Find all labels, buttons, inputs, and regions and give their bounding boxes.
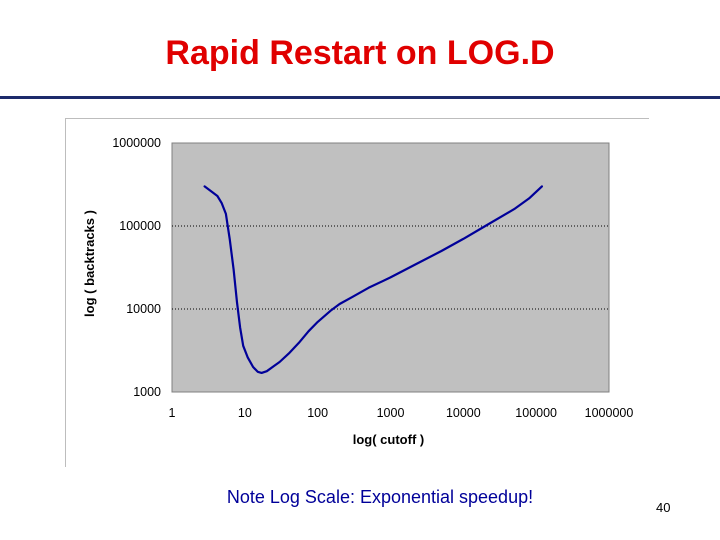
series-line <box>203 185 543 374</box>
chart-frame: 1000000 100000 10000 1000 1 10 100 1000 10000 10… <box>65 118 649 467</box>
title-rule <box>0 96 720 99</box>
note-text: Note Log Scale: Exponential speedup! <box>226 487 534 507</box>
y-tick-label: 100000 <box>119 219 161 233</box>
y-tick-label: 1000 <box>133 385 161 399</box>
page-number: 40 <box>656 500 671 515</box>
grid-lines <box>172 225 609 310</box>
plot-area <box>171 142 610 393</box>
y-axis-title: log ( backtracks ) <box>82 210 97 317</box>
x-tick-label: 100000 <box>515 406 557 420</box>
x-tick-label: 10 <box>238 406 252 420</box>
x-tick-label: 1000 <box>377 406 405 420</box>
x-tick-label: 100 <box>307 406 328 420</box>
y-tick-labels: 1000000 100000 10000 1000 <box>112 136 161 399</box>
series-lines <box>203 185 543 374</box>
x-tick-label: 10000 <box>446 406 481 420</box>
x-tick-label: 1 <box>169 406 176 420</box>
x-tick-labels: 1 10 100 1000 10000 100000 1000000 <box>169 406 634 420</box>
y-tick-label: 1000000 <box>112 136 161 150</box>
x-axis-title: log( cutoff ) <box>353 432 424 447</box>
x-tick-label: 1000000 <box>585 406 634 420</box>
slide-title: Rapid Restart on LOG.D <box>165 34 555 72</box>
y-tick-label: 10000 <box>126 302 161 316</box>
